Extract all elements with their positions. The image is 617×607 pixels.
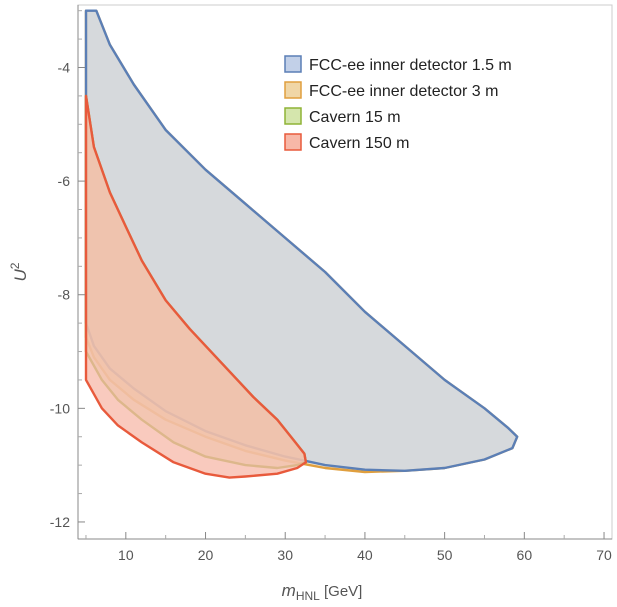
x-tick-label: 10 — [118, 547, 134, 563]
x-tick-label: 20 — [198, 547, 214, 563]
legend-swatch — [284, 107, 302, 125]
svg-text:mHNL [GeV]: mHNL [GeV] — [282, 581, 363, 603]
region-cavern-150-m — [84, 94, 308, 479]
x-axis-title: mHNL [GeV] — [282, 581, 363, 603]
x-axis-subscript: HNL — [296, 589, 320, 603]
y-tick-label: -12 — [50, 514, 70, 530]
region-layer — [84, 9, 519, 479]
x-tick-label: 60 — [517, 547, 533, 563]
y-tick-label: -4 — [58, 59, 71, 75]
legend-item-fcc-ee-inner-detector-3-m: FCC-ee inner detector 3 m — [284, 81, 498, 100]
y-axis-superscript: 2 — [8, 262, 22, 269]
legend-item-fcc-ee-inner-detector-1-5-m: FCC-ee inner detector 1.5 m — [284, 55, 512, 74]
axes: 10 20 30 40 50 60 70 -12 -10 -8 -6 -4 — [50, 5, 612, 563]
x-tick-label: 30 — [277, 547, 293, 563]
y-axis-title: U2 — [8, 262, 30, 281]
y-tick-label: -10 — [50, 400, 70, 416]
legend-label: FCC-ee inner detector 1.5 m — [309, 57, 512, 74]
legend-label: FCC-ee inner detector 3 m — [309, 83, 498, 100]
y-tick-label: -8 — [58, 287, 71, 303]
x-tick-label: 70 — [596, 547, 612, 563]
x-tick-label: 50 — [437, 547, 453, 563]
legend-swatch — [284, 133, 302, 151]
legend-item-cavern-15-m: Cavern 15 m — [284, 107, 401, 126]
y-tick-label: -6 — [58, 173, 71, 189]
legend: FCC-ee inner detector 1.5 m FCC-ee inner … — [284, 55, 512, 152]
legend-label: Cavern 150 m — [309, 135, 410, 152]
legend-label: Cavern 15 m — [309, 109, 401, 126]
x-axis-symbol: m — [282, 581, 296, 600]
legend-swatch — [284, 81, 302, 99]
legend-item-cavern-150-m: Cavern 150 m — [284, 133, 410, 152]
x-axis-unit: [GeV] — [320, 583, 363, 600]
svg-text:U2: U2 — [8, 262, 30, 281]
x-tick-label: 40 — [357, 547, 373, 563]
legend-swatch — [284, 55, 302, 73]
y-axis-symbol: U — [11, 268, 30, 281]
